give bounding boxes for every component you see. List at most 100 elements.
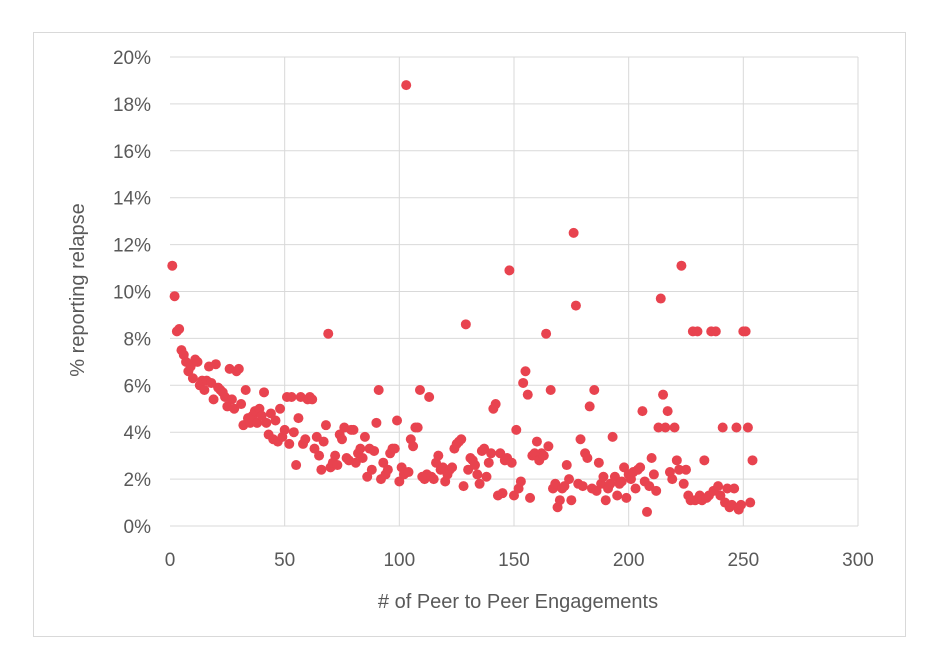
data-point [192,356,203,367]
y-tick-label: 18% [113,95,151,116]
data-point [408,441,419,452]
data-point [713,481,724,492]
data-point [589,384,600,395]
data-point [293,413,304,424]
data-point [653,422,664,433]
data-point [669,422,680,433]
data-point [348,424,359,435]
data-point [382,464,393,475]
data-point [543,441,554,452]
data-point [236,399,247,410]
data-point [671,455,682,466]
data-point [561,460,572,471]
data-point [577,481,588,492]
data-point [736,499,747,510]
data-point [742,422,753,433]
data-point [740,326,751,337]
x-tick-label: 100 [383,550,415,571]
gridlines [170,56,859,526]
y-tick-label: 10% [113,283,151,304]
y-tick-label: 2% [124,470,152,491]
data-point [481,471,492,482]
data-point [525,492,536,503]
data-point [208,394,219,405]
data-point [284,438,295,449]
data-point [593,457,604,468]
data-point [307,394,318,405]
data-point [169,291,180,302]
data-point [314,450,325,461]
data-point [389,443,400,454]
data-point [470,460,481,471]
data-point [710,326,721,337]
data-point [616,476,627,487]
data-point [369,445,380,456]
y-tick-label: 12% [113,236,151,257]
data-point [584,401,595,412]
data-point [667,474,678,485]
data-point [355,443,366,454]
data-point [261,417,272,428]
data-point [646,453,657,463]
data-point [568,227,579,238]
data-point [428,474,439,485]
data-point [531,436,542,447]
data-point [275,403,286,414]
data-point [678,478,689,489]
data-point [291,460,302,471]
data-point [286,392,297,403]
data-point [337,434,347,445]
data-point [490,399,501,410]
data-point [412,422,423,433]
data-point [373,384,384,395]
data-point [316,464,327,475]
data-point [511,424,522,435]
data-point [226,394,237,405]
data-point [447,462,458,473]
data-point [323,328,334,339]
data-point [731,422,742,433]
data-point [621,492,632,503]
x-tick-label: 0 [165,550,176,571]
data-point [456,434,467,445]
data-point [424,392,435,403]
data-point [300,434,311,445]
data-point [655,293,666,304]
data-point [515,476,526,487]
data-point [259,387,270,398]
data-point [472,469,483,480]
data-point [630,483,641,494]
data-point [648,469,659,480]
data-point [607,431,618,442]
data-point [504,265,515,276]
data-point [371,417,382,428]
data-point [598,471,609,482]
data-point [570,300,581,311]
data-point [717,422,728,433]
data-point [520,366,531,377]
data-point [637,406,648,417]
data-point [676,260,687,271]
data-point [199,384,210,395]
y-tick-label: 0% [124,517,152,538]
x-tick-label: 200 [613,550,645,571]
data-point [538,450,549,461]
data-point [545,384,556,395]
data-point [233,363,244,374]
data-point [722,483,733,494]
data-point [486,448,497,459]
data-point [270,415,281,426]
data-point [582,453,593,463]
data-point [359,431,370,442]
data-point [642,506,653,517]
data-point [681,464,691,475]
data-point [660,422,671,433]
data-point [600,495,611,506]
data-point [497,488,508,499]
data-point [330,450,341,461]
data-point [167,260,178,271]
data-point [483,457,494,468]
data-point [403,467,414,478]
data-point [564,474,575,485]
data-point [729,483,740,494]
